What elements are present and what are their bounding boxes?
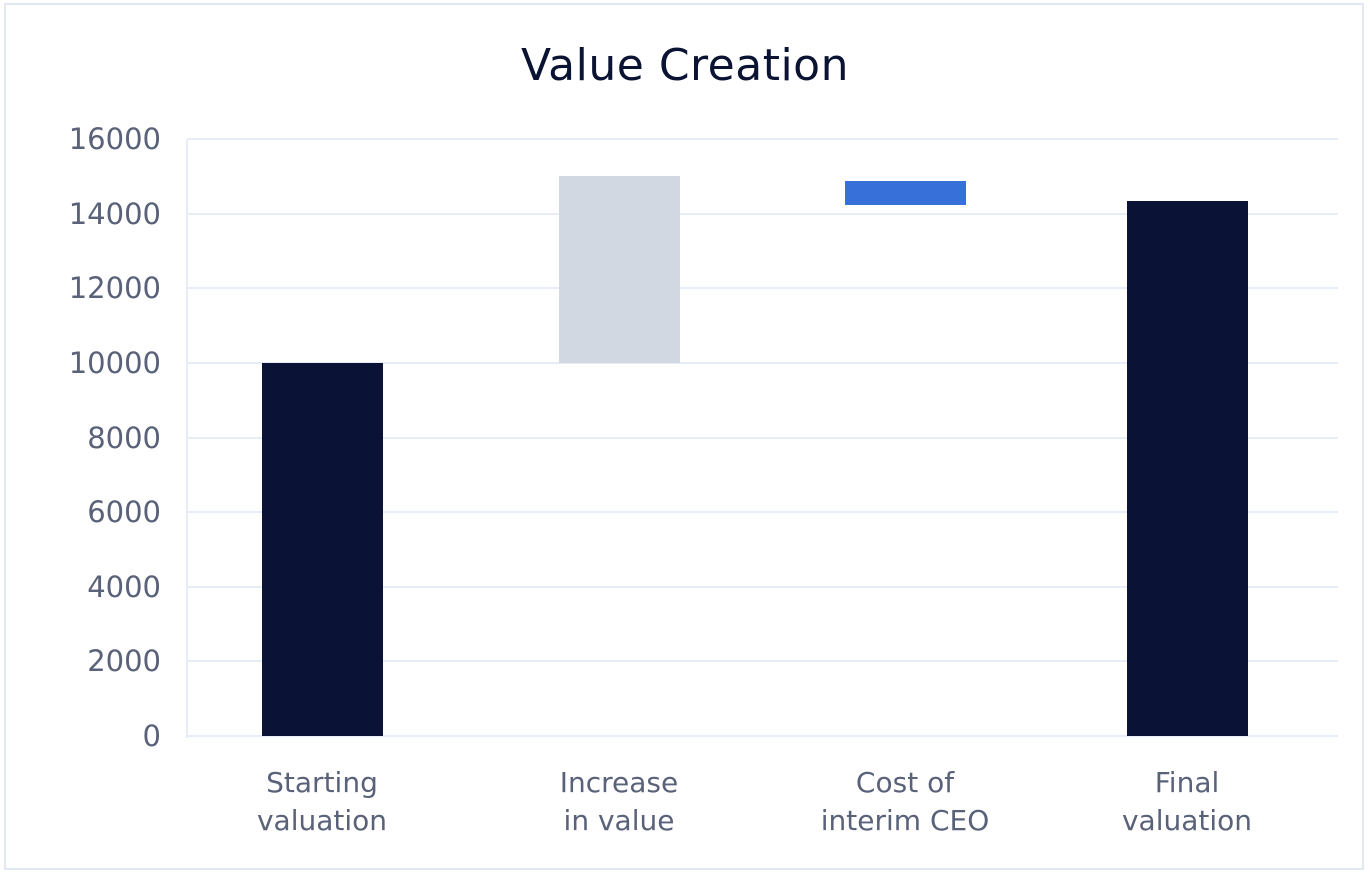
x-tick-label-line: Starting	[266, 766, 378, 799]
x-tick-label-line: valuation	[256, 804, 388, 837]
gridline	[187, 735, 1338, 737]
gridline	[187, 138, 1338, 140]
y-tick-label: 14000	[68, 196, 161, 231]
y-tick-label: 16000	[68, 122, 161, 156]
chart-frame	[4, 3, 1364, 870]
gridline	[187, 585, 1338, 588]
x-tick-label: Starting valuation	[212, 764, 432, 840]
gridline	[187, 212, 1338, 215]
x-tick-label-line: in value	[563, 804, 675, 837]
bar-starting-valuation	[261, 362, 383, 736]
y-tick-label: 6000	[87, 495, 161, 530]
y-axis-line	[186, 139, 188, 738]
y-tick-label: 4000	[87, 569, 161, 604]
x-tick-label-line: valuation	[1121, 804, 1253, 837]
x-tick-label-line: Final	[1154, 766, 1220, 799]
x-tick-label-line: Increase	[559, 766, 679, 799]
y-tick-label: 12000	[68, 271, 161, 306]
gridline	[187, 287, 1338, 290]
gridline	[187, 511, 1338, 514]
x-tick-label: Increase in value	[509, 764, 729, 840]
gridline	[187, 436, 1338, 439]
x-tick-label: Cost of interim CEO	[795, 764, 1015, 840]
gridline	[187, 361, 1338, 364]
y-tick-label: 2000	[87, 644, 161, 679]
chart-title: Value Creation	[521, 40, 849, 91]
bar-increase-in-value	[558, 176, 680, 363]
gridline	[187, 660, 1338, 663]
y-tick-label: 10000	[68, 345, 161, 380]
x-tick-label-line: Cost of	[855, 766, 955, 799]
bar-final-valuation	[1126, 200, 1248, 736]
x-tick-label-line: interim CEO	[820, 804, 990, 837]
x-tick-label: Final valuation	[1077, 764, 1297, 840]
y-tick-label: 8000	[87, 420, 161, 455]
y-tick-label: 0	[142, 719, 161, 753]
bar-cost-of-interim-ceo	[844, 180, 966, 206]
plot-area	[186, 138, 1338, 738]
